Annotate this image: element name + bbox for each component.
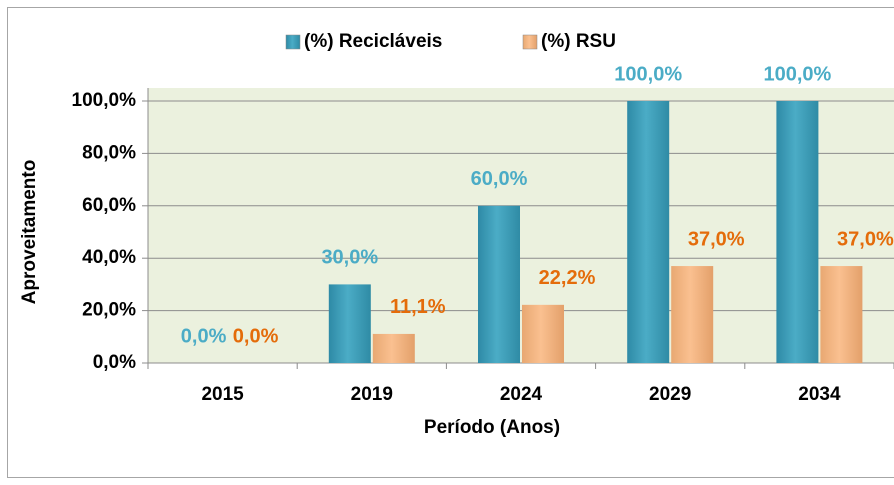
bar xyxy=(627,101,670,363)
bar xyxy=(776,101,819,363)
y-tick-label: 40,0% xyxy=(82,247,136,268)
legend-swatch xyxy=(522,34,538,50)
bar xyxy=(820,266,863,363)
value-label: 0,0% xyxy=(233,325,279,347)
value-label: 60,0% xyxy=(471,168,528,190)
x-tick-label: 2019 xyxy=(351,384,393,405)
plot-area xyxy=(148,88,894,363)
y-tick-label: 0,0% xyxy=(93,352,136,373)
legend-swatch xyxy=(285,34,301,50)
value-label: 11,1% xyxy=(390,296,446,318)
value-label: 22,2% xyxy=(539,267,596,289)
value-label: 37,0% xyxy=(837,228,894,250)
x-tick-label: 2034 xyxy=(798,384,841,405)
x-axis-title: Período (Anos) xyxy=(424,417,560,438)
y-tick-label: 80,0% xyxy=(82,142,136,163)
bar xyxy=(372,333,415,363)
bar xyxy=(478,205,520,363)
y-tick-label: 100,0% xyxy=(72,90,137,111)
value-label: 100,0% xyxy=(763,63,831,85)
value-label: 37,0% xyxy=(688,228,745,250)
legend-label: (%) Recicláveis xyxy=(304,31,442,52)
y-tick-label: 60,0% xyxy=(82,195,136,216)
value-label: 30,0% xyxy=(321,247,378,269)
y-tick-label: 20,0% xyxy=(82,300,136,321)
bar xyxy=(522,304,564,363)
bar xyxy=(671,266,714,363)
x-tick-label: 2024 xyxy=(500,384,543,405)
bar xyxy=(328,284,371,363)
legend-label: (%) RSU xyxy=(541,31,616,52)
value-label: 100,0% xyxy=(614,63,682,85)
y-axis-title: Aproveitamento xyxy=(19,160,40,305)
x-tick-label: 2029 xyxy=(649,384,691,405)
value-label: 0,0% xyxy=(181,325,227,347)
x-tick-label: 2015 xyxy=(201,384,244,405)
